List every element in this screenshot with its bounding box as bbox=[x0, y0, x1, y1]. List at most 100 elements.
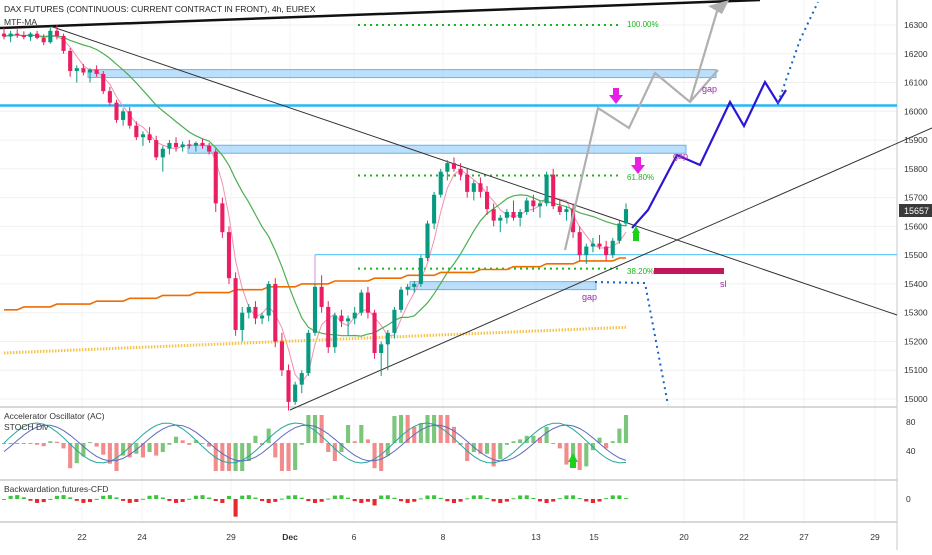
time-tick-label: 13 bbox=[531, 532, 541, 542]
backwardation-bar bbox=[617, 495, 622, 499]
price-axis[interactable]: 15000 15100 15200 15300 15400 15500 15600 15700… bbox=[904, 20, 928, 404]
backwardation-bar bbox=[28, 499, 33, 501]
candle bbox=[504, 209, 509, 224]
candle-body bbox=[107, 91, 112, 103]
ac-bar bbox=[372, 443, 377, 469]
backwardation-bar bbox=[544, 499, 549, 503]
fib-382-label: 38.20% bbox=[627, 267, 654, 276]
blue-dotted-projection-up bbox=[777, 1, 819, 104]
ac-bar bbox=[173, 436, 179, 443]
candle bbox=[87, 68, 93, 83]
ac-bar bbox=[1, 443, 7, 444]
backwardation-bar bbox=[240, 495, 245, 499]
backwardation-bar bbox=[577, 498, 582, 500]
ac-bar bbox=[167, 443, 172, 445]
ac-bar bbox=[220, 443, 225, 471]
ac-bar bbox=[498, 443, 503, 460]
backwardation-bar bbox=[107, 495, 112, 499]
backwardation-bar bbox=[81, 499, 86, 503]
candle bbox=[61, 33, 66, 54]
ac-bar bbox=[610, 441, 615, 443]
candle-body bbox=[537, 203, 543, 207]
candle-body bbox=[299, 373, 304, 385]
candle bbox=[339, 309, 344, 328]
backwardation-bar bbox=[312, 499, 318, 503]
backwardation-bar bbox=[398, 499, 404, 502]
candle bbox=[623, 203, 629, 227]
candle bbox=[465, 168, 470, 198]
candle-body bbox=[167, 142, 172, 149]
price-tick-label: 15700 bbox=[904, 193, 928, 203]
backwardation-bar bbox=[54, 495, 59, 499]
ac-bar bbox=[121, 443, 126, 456]
candle bbox=[610, 237, 615, 259]
candle-body bbox=[451, 163, 457, 169]
candle-body bbox=[557, 206, 562, 212]
candle-body bbox=[418, 258, 423, 284]
candle-body bbox=[432, 194, 437, 224]
backwardation-bar bbox=[260, 499, 265, 502]
candle-body bbox=[260, 315, 265, 319]
backwardation-bar bbox=[286, 495, 291, 499]
magenta-down-arrow-icon bbox=[609, 88, 623, 104]
candle-body bbox=[207, 145, 212, 152]
candle-body bbox=[623, 209, 629, 224]
ac-bar bbox=[306, 415, 311, 443]
candle bbox=[286, 364, 291, 411]
stoch-k-line bbox=[3, 422, 627, 464]
stoch-d-line bbox=[3, 424, 627, 462]
ac-bar bbox=[286, 443, 291, 471]
candle-body bbox=[286, 370, 291, 402]
ac-bar bbox=[312, 415, 318, 443]
upper-trendline bbox=[0, 0, 761, 30]
candle bbox=[451, 157, 457, 172]
backwardation-bar bbox=[471, 495, 476, 499]
fib-618-label: 61.80% bbox=[627, 173, 654, 182]
ac-bar bbox=[392, 416, 397, 443]
backwardation-bar bbox=[518, 495, 523, 499]
ac-bar bbox=[35, 443, 40, 445]
candle bbox=[319, 275, 324, 313]
ac-bar bbox=[531, 435, 536, 443]
ac-bar bbox=[465, 443, 470, 461]
candle bbox=[438, 168, 443, 198]
candle bbox=[332, 312, 337, 353]
candle bbox=[365, 286, 370, 319]
backwardation-bar bbox=[246, 495, 251, 499]
ac-bar bbox=[233, 443, 238, 471]
candle bbox=[445, 160, 450, 181]
candle-body bbox=[504, 212, 509, 218]
candle-body bbox=[173, 142, 179, 148]
markers bbox=[609, 88, 724, 274]
backwardation-bar bbox=[273, 499, 278, 502]
backwardation-bar bbox=[458, 499, 463, 502]
candle bbox=[54, 25, 59, 40]
candle-body bbox=[359, 292, 364, 313]
candle-body bbox=[48, 30, 53, 43]
time-tick-label: 24 bbox=[137, 532, 147, 542]
ac-bar bbox=[597, 437, 602, 443]
backwardation-bar bbox=[1, 499, 7, 500]
descending-trendline bbox=[49, 25, 898, 316]
backwardation-bar bbox=[134, 499, 139, 503]
backwardation-bar bbox=[160, 497, 165, 499]
candle bbox=[74, 65, 79, 83]
candle-body bbox=[160, 148, 165, 158]
backwardation-bar bbox=[524, 495, 529, 499]
backwardation-bar bbox=[220, 499, 225, 503]
candle bbox=[398, 286, 404, 313]
backwardation-bar bbox=[293, 495, 298, 499]
backwardation-bar bbox=[432, 495, 437, 499]
ac-bar bbox=[537, 437, 543, 443]
candle bbox=[392, 306, 397, 339]
candle bbox=[35, 30, 40, 40]
price-tick-label: 16000 bbox=[904, 106, 928, 116]
gray-projection-line bbox=[563, 69, 719, 251]
candle-body bbox=[87, 69, 93, 73]
candle bbox=[200, 138, 205, 149]
candle bbox=[571, 203, 576, 238]
time-axis[interactable]: 22 24 29 Dec 6 8 13 15 20 22 27 29 bbox=[77, 532, 880, 542]
ac-bar bbox=[352, 441, 357, 443]
backwardation-bar bbox=[551, 499, 556, 502]
price-tick-label: 15800 bbox=[904, 164, 928, 174]
